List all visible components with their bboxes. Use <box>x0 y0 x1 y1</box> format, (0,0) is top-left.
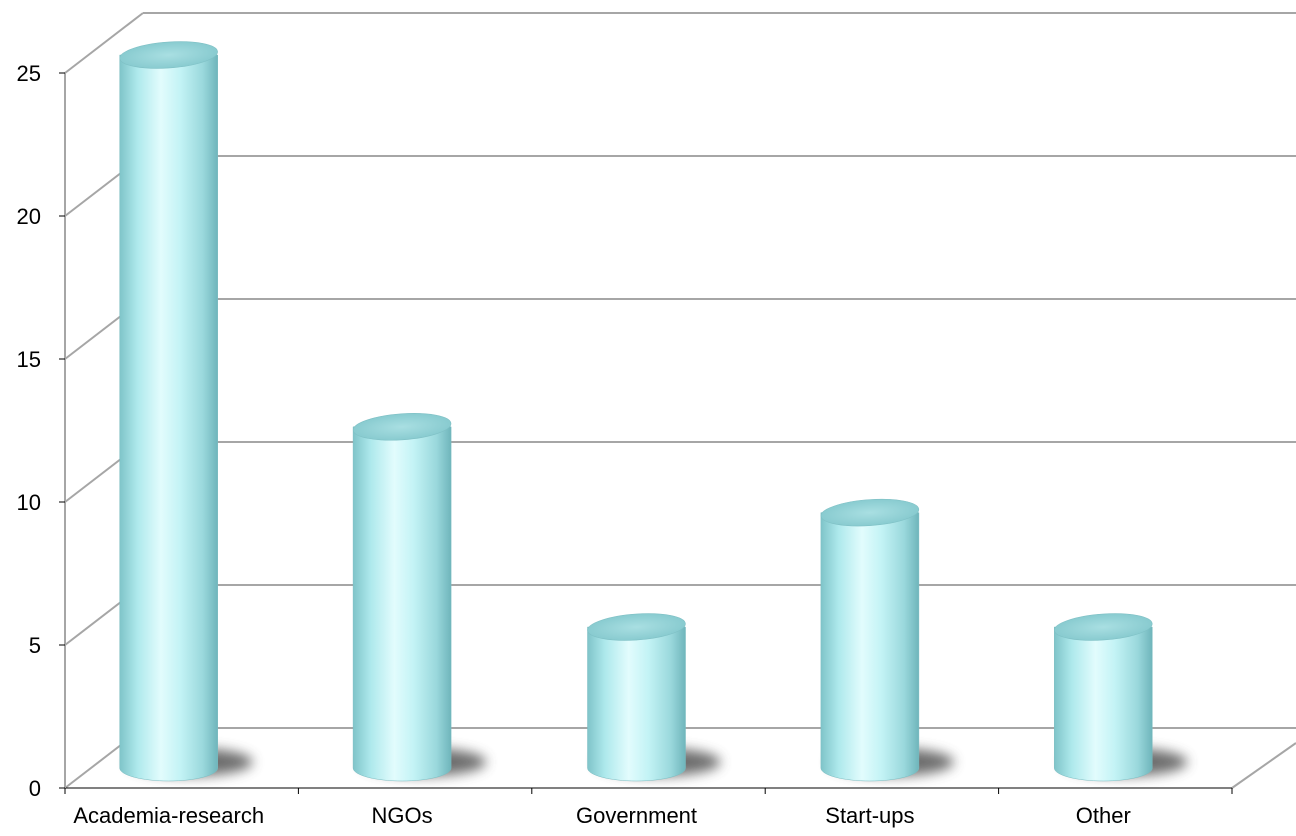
bar-3 <box>820 512 920 782</box>
axis-layer: 0 5 10 15 20 25 Academia-research NGOs Governmen… <box>17 61 1296 828</box>
y-tick-label-25: 25 <box>17 61 41 86</box>
bar-2 <box>587 626 686 782</box>
gridline-side-25 <box>64 12 144 74</box>
y-tick-label-5: 5 <box>29 633 41 658</box>
x-tick-label-3: Start-ups <box>825 803 914 828</box>
bar-4 <box>1054 626 1153 782</box>
bar-top-0 <box>119 41 218 69</box>
bar-0 <box>119 54 218 782</box>
bar-top-1 <box>352 413 452 441</box>
bar-top-4 <box>1054 613 1153 641</box>
bar-1 <box>352 426 452 782</box>
x-tick-label-2: Government <box>576 803 697 828</box>
y-tick-label-20: 20 <box>17 204 41 229</box>
x-tick-label-4: Other <box>1076 803 1131 828</box>
x-tick-label-1: NGOs <box>372 803 433 828</box>
bar-top-2 <box>587 613 686 641</box>
floor-right-edge <box>1231 742 1296 789</box>
y-tick-label-10: 10 <box>17 490 41 515</box>
grid-layer <box>64 12 1296 789</box>
bar-top-3 <box>820 498 920 527</box>
y-tick-label-15: 15 <box>17 347 41 372</box>
y-tick-label-0: 0 <box>29 776 41 801</box>
x-tick-label-0: Academia-research <box>73 803 264 828</box>
bar-layer <box>119 41 1153 782</box>
